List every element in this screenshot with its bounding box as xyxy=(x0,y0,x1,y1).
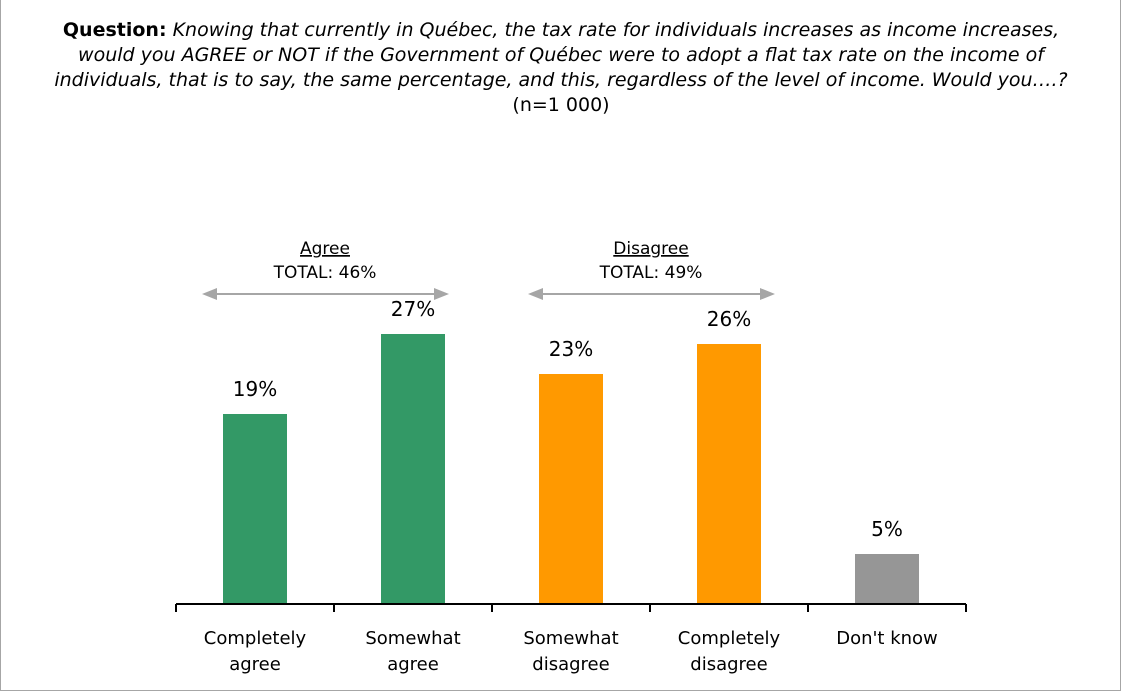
x-tick-label: Somewhat xyxy=(523,628,618,649)
x-tick-label: agree xyxy=(229,654,281,675)
x-tick-label: disagree xyxy=(532,654,609,675)
bar xyxy=(855,554,919,604)
x-axis: Completely agree Somewhat agree Somewhat disa… xyxy=(175,603,967,675)
bar-value-label: 19% xyxy=(233,377,277,401)
x-tick-label: disagree xyxy=(690,654,767,675)
group-disagree-total: TOTAL: 49% xyxy=(599,263,703,283)
group-disagree-title: Disagree xyxy=(613,239,688,259)
disagree-range-arrow-right xyxy=(760,288,775,300)
agree-range-arrow-right xyxy=(434,288,449,300)
bar-value-label: 26% xyxy=(707,307,751,331)
group-agree-title: Agree xyxy=(300,239,350,259)
x-tick-label: Don't know xyxy=(836,628,938,649)
bar-value-label: 23% xyxy=(549,337,593,361)
bar-value-label: 5% xyxy=(871,517,903,541)
x-tick-label: Completely xyxy=(678,628,781,649)
bar xyxy=(381,334,445,604)
disagree-range-arrow-left xyxy=(528,288,543,300)
group-annotations: Agree TOTAL: 46% Disagree TOTAL: 49% xyxy=(202,239,775,300)
bar-value-label: 27% xyxy=(391,297,435,321)
x-tick-label: agree xyxy=(387,654,439,675)
question-block: Question: Knowing that currently in Québ… xyxy=(40,18,1082,118)
bar xyxy=(697,344,761,604)
group-agree-total: TOTAL: 46% xyxy=(273,263,377,283)
agree-range-arrow-left xyxy=(202,288,217,300)
bar xyxy=(223,414,287,604)
question-label: Question: xyxy=(62,19,167,41)
bar xyxy=(539,374,603,604)
x-tick-label: Completely xyxy=(204,628,307,649)
bars: 19% 27% 23% 26% 5% xyxy=(223,297,919,604)
x-tick-label: Somewhat xyxy=(365,628,460,649)
sample-size: (n=1 000) xyxy=(512,94,610,116)
question-text: Knowing that currently in Québec, the ta… xyxy=(54,19,1068,91)
